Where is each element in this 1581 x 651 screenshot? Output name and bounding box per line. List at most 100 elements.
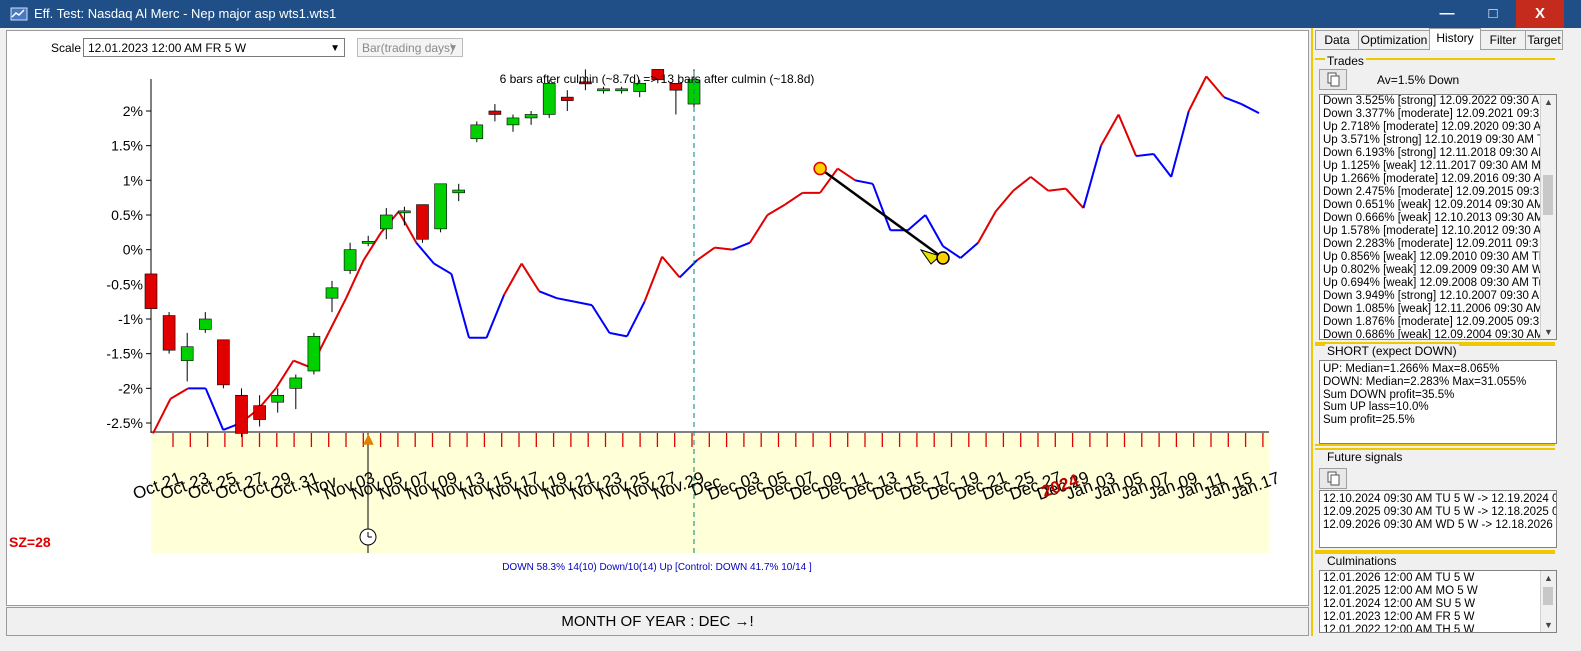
candle-body bbox=[180, 346, 194, 361]
y-tick-label: 2% bbox=[123, 103, 143, 119]
curve-segment bbox=[714, 246, 733, 251]
arrow-start-point[interactable] bbox=[813, 161, 827, 176]
trades-scrollbar[interactable]: ▲ ▼ bbox=[1540, 95, 1556, 339]
stats-text: DOWN 58.3% 14(10) Down/10(14) Up [Contro… bbox=[502, 562, 812, 573]
candle-body bbox=[524, 114, 538, 119]
short-stat-line: Sum UP lass=10.0% bbox=[1323, 401, 1429, 414]
maximize-button[interactable]: □ bbox=[1488, 5, 1498, 22]
future-signal-row[interactable]: 12.09.2025 09:30 AM TU 5 W -> 12.18.2025… bbox=[1323, 506, 1557, 518]
culmination-row[interactable]: 12.01.2025 12:00 AM MO 5 W bbox=[1323, 585, 1478, 597]
close-button[interactable]: X bbox=[1516, 0, 1564, 28]
candle-body bbox=[343, 249, 357, 271]
scroll-down-icon[interactable]: ▼ bbox=[1544, 327, 1553, 337]
chart-canvas[interactable]: 2%1.5%1%0.5%0%-0.5%-1%-1.5%-2%-2.5%Oct.2… bbox=[7, 31, 1308, 605]
curve-segment bbox=[907, 214, 927, 232]
start-arrow-icon: ▲ bbox=[363, 431, 374, 447]
arrow-end-point[interactable] bbox=[936, 251, 950, 265]
copy-trades-button[interactable] bbox=[1319, 69, 1347, 90]
tab-target[interactable]: Target bbox=[1525, 30, 1563, 50]
trade-row[interactable]: Down 0.666% [weak] 12.10.2013 09:30 AM bbox=[1323, 212, 1544, 224]
trade-row[interactable]: Down 2.475% [moderate] 12.09.2015 09:3 bbox=[1323, 186, 1540, 198]
curve-segment bbox=[520, 262, 541, 292]
curve-segment bbox=[1187, 75, 1208, 112]
trade-row[interactable]: Down 0.686% [weak] 12.09.2004 09:30 AM bbox=[1323, 329, 1544, 340]
curve-segment bbox=[609, 331, 628, 338]
title-bar: Eff. Test: Nasdaq Al Merc - Nep major as… bbox=[0, 0, 1581, 28]
trade-row[interactable]: Down 0.651% [weak] 12.09.2014 09:30 AM bbox=[1323, 199, 1544, 211]
trade-row[interactable]: Up 3.571% [strong] 12.10.2019 09:30 AM T bbox=[1323, 134, 1544, 146]
trade-row[interactable]: Down 3.377% [moderate] 12.09.2021 09:3 bbox=[1323, 108, 1540, 120]
minimize-button[interactable]: — bbox=[1439, 5, 1455, 22]
candle-body bbox=[579, 81, 592, 85]
y-tick-label: -1% bbox=[118, 311, 143, 327]
trade-row[interactable]: Up 0.856% [weak] 12.09.2010 09:30 AM Th bbox=[1323, 251, 1546, 263]
candle-body bbox=[615, 88, 628, 92]
copy-signals-button[interactable] bbox=[1319, 468, 1347, 489]
candle-body bbox=[162, 315, 176, 351]
candle-body bbox=[416, 204, 429, 240]
curve-segment bbox=[415, 242, 435, 265]
curve-segment bbox=[626, 301, 646, 337]
curve-segment bbox=[766, 203, 786, 216]
candle-body bbox=[542, 82, 556, 115]
curve-segment bbox=[731, 241, 751, 251]
right-panel: Data Optimization History Filter Target … bbox=[1311, 28, 1563, 636]
trades-list[interactable]: Down 3.525% [strong] 12.09.2022 09:30 AM… bbox=[1319, 94, 1557, 340]
y-tick-label: -0.5% bbox=[106, 276, 143, 292]
month-of-year-bar: MONTH OF YEAR : DEC →! bbox=[6, 607, 1309, 636]
curve-segment bbox=[784, 191, 804, 206]
trade-row[interactable]: Down 2.283% [moderate] 12.09.2011 09:3 bbox=[1323, 238, 1539, 250]
curve-segment bbox=[450, 273, 470, 338]
short-stat-line: Sum DOWN profit=35.5% bbox=[1323, 388, 1455, 401]
trade-row[interactable]: Down 1.876% [moderate] 12.09.2005 09:3 bbox=[1323, 316, 1540, 328]
scale-value: 12.01.2023 12:00 AM FR 5 W bbox=[88, 41, 247, 55]
curve-segment bbox=[1048, 187, 1067, 192]
curve-segment bbox=[538, 290, 558, 300]
trade-row[interactable]: Down 3.525% [strong] 12.09.2022 09:30 AM bbox=[1323, 95, 1549, 107]
trade-row[interactable]: Down 3.949% [strong] 12.10.2007 09:30 AM bbox=[1323, 290, 1549, 302]
tab-data[interactable]: Data bbox=[1315, 30, 1359, 50]
trade-row[interactable]: Down 6.193% [strong] 12.11.2018 09:30 AM bbox=[1323, 147, 1548, 159]
culmination-row[interactable]: 12.01.2022 12:00 AM TH 5 W bbox=[1323, 624, 1475, 633]
trade-row[interactable]: Up 1.266% [moderate] 12.09.2016 09:30 A bbox=[1323, 173, 1542, 185]
tab-filter[interactable]: Filter bbox=[1480, 30, 1526, 50]
curve-segment bbox=[1135, 152, 1154, 158]
candle-body bbox=[379, 214, 393, 230]
scroll-up-icon[interactable]: ▲ bbox=[1544, 97, 1553, 107]
trade-row[interactable]: Up 1.125% [weak] 12.11.2017 09:30 AM M bbox=[1323, 160, 1541, 172]
curve-segment bbox=[503, 263, 523, 296]
trade-row[interactable]: Down 1.085% [weak] 12.11.2006 09:30 AM bbox=[1323, 303, 1543, 315]
future-signals-list[interactable]: 12.10.2024 09:30 AM TU 5 W -> 12.19.2024… bbox=[1319, 490, 1557, 548]
scroll-thumb[interactable] bbox=[1543, 587, 1553, 605]
curve-segment bbox=[275, 360, 295, 389]
future-signals-title: Future signals bbox=[1325, 450, 1405, 464]
culmination-row[interactable]: 12.01.2026 12:00 AM TU 5 W bbox=[1323, 572, 1475, 584]
scale-select[interactable]: 12.01.2023 12:00 AM FR 5 W ▼ bbox=[83, 38, 345, 57]
trade-row[interactable]: Up 0.694% [weak] 12.09.2008 09:30 AM Tu bbox=[1323, 277, 1545, 289]
trade-row[interactable]: Up 0.802% [weak] 12.09.2009 09:30 AM W bbox=[1323, 264, 1543, 276]
y-tick-label: 1% bbox=[123, 172, 143, 188]
culminations-scrollbar[interactable]: ▲ ▼ bbox=[1540, 571, 1556, 632]
scroll-down-icon[interactable]: ▼ bbox=[1544, 620, 1553, 630]
scroll-thumb[interactable] bbox=[1543, 175, 1553, 215]
curve-segment bbox=[152, 398, 172, 434]
y-tick-label: -2% bbox=[118, 380, 143, 396]
future-signal-row[interactable]: 12.10.2024 09:30 AM TU 5 W -> 12.19.2024… bbox=[1323, 493, 1557, 505]
curve-segment bbox=[1065, 187, 1085, 209]
trade-row[interactable]: Up 2.718% [moderate] 12.09.2020 09:30 A bbox=[1323, 121, 1542, 133]
culmination-row[interactable]: 12.01.2024 12:00 AM SU 5 W bbox=[1323, 598, 1476, 610]
future-signal-row[interactable]: 12.09.2026 09:30 AM WD 5 W -> 12.18.2026 bbox=[1323, 519, 1553, 531]
candle-body bbox=[307, 336, 321, 372]
copy-icon bbox=[1327, 72, 1340, 87]
curve-segment bbox=[942, 245, 962, 259]
culmination-row[interactable]: 12.01.2023 12:00 AM FR 5 W bbox=[1323, 611, 1475, 623]
tab-optimization[interactable]: Optimization bbox=[1358, 30, 1430, 50]
tab-history[interactable]: History bbox=[1429, 28, 1481, 50]
culminations-list[interactable]: 12.01.2026 12:00 AM TU 5 W 12.01.2025 12:… bbox=[1319, 570, 1557, 633]
scroll-up-icon[interactable]: ▲ bbox=[1544, 573, 1553, 583]
scale-label: Scale bbox=[51, 41, 82, 55]
trade-row[interactable]: Up 1.578% [moderate] 12.10.2012 09:30 A bbox=[1323, 225, 1542, 237]
chevron-down-icon: ▼ bbox=[448, 43, 458, 54]
curve-segment bbox=[397, 211, 418, 244]
bar-mode-select[interactable]: Bar(trading days) ▼ bbox=[357, 38, 463, 57]
